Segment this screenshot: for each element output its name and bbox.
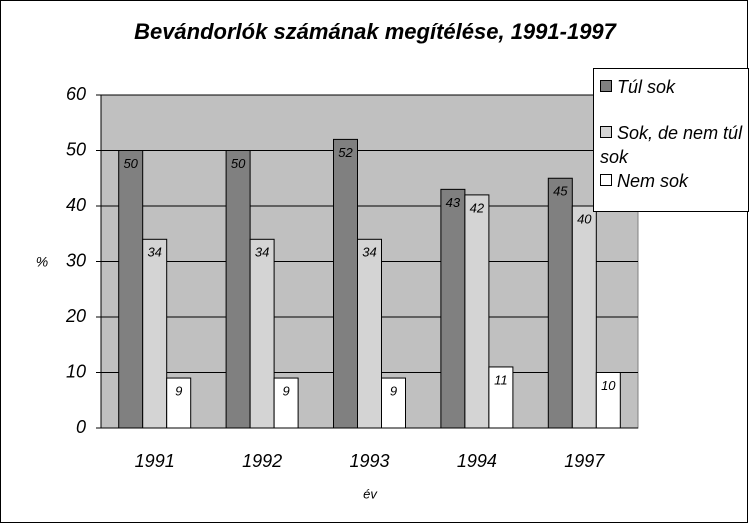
chart-title: Bevándorlók számának megítélése, 1991-19… [134, 19, 618, 44]
legend: Túl sok Sok, de nem túl sok Nem sok [593, 68, 749, 212]
x-tick-label: 1993 [349, 451, 389, 471]
bar [249, 238, 275, 429]
legend-label: Nem sok [617, 171, 689, 191]
bar [595, 372, 621, 429]
value-label: 11 [494, 372, 508, 387]
legend-swatch [600, 174, 612, 186]
x-tick-label: 1991 [135, 451, 175, 471]
value-label: 9 [282, 383, 289, 398]
y-tick-label: 30 [66, 250, 86, 270]
value-label: 34 [255, 245, 269, 260]
bar [488, 366, 514, 429]
x-tick-label: 1992 [242, 451, 282, 471]
bar [142, 238, 168, 429]
legend-item: Nem sok [600, 169, 744, 193]
x-tick-label: 1994 [457, 451, 497, 471]
y-tick-label: 40 [66, 195, 86, 215]
value-label: 50 [123, 156, 138, 171]
bar [166, 377, 192, 429]
legend-swatch [600, 80, 612, 92]
bar [464, 194, 490, 429]
value-label: 34 [147, 245, 161, 260]
bar [357, 238, 382, 429]
bar [440, 188, 466, 429]
value-label: 40 [577, 211, 592, 226]
value-label: 52 [338, 145, 353, 160]
bar [118, 150, 144, 429]
x-tick-label: 1997 [564, 451, 605, 471]
y-tick-label: 10 [66, 361, 86, 381]
bar [225, 150, 251, 429]
y-tick-label: 50 [66, 139, 86, 159]
legend-swatch [600, 126, 612, 138]
y-tick-label: 60 [66, 84, 86, 104]
value-label: 45 [553, 184, 568, 199]
value-label: 9 [390, 383, 397, 398]
value-label: 9 [175, 383, 182, 398]
bar [547, 177, 573, 429]
legend-item: Túl sok [600, 75, 744, 99]
value-label: 10 [601, 378, 616, 393]
y-axis-label: % [36, 254, 48, 270]
legend-label: Sok, de nem túl sok [600, 123, 743, 167]
value-label: 42 [470, 200, 485, 215]
bar [571, 205, 597, 429]
x-axis-label: év [363, 486, 378, 501]
y-tick-label: 20 [65, 306, 86, 326]
bar [273, 377, 299, 429]
legend-item: Sok, de nem túl sok [600, 121, 744, 169]
value-label: 34 [362, 245, 376, 260]
bar [333, 138, 358, 429]
bar [381, 377, 406, 429]
value-label: 43 [446, 195, 461, 210]
value-label: 50 [231, 156, 246, 171]
legend-label: Túl sok [617, 77, 676, 97]
y-tick-label: 0 [76, 417, 86, 437]
